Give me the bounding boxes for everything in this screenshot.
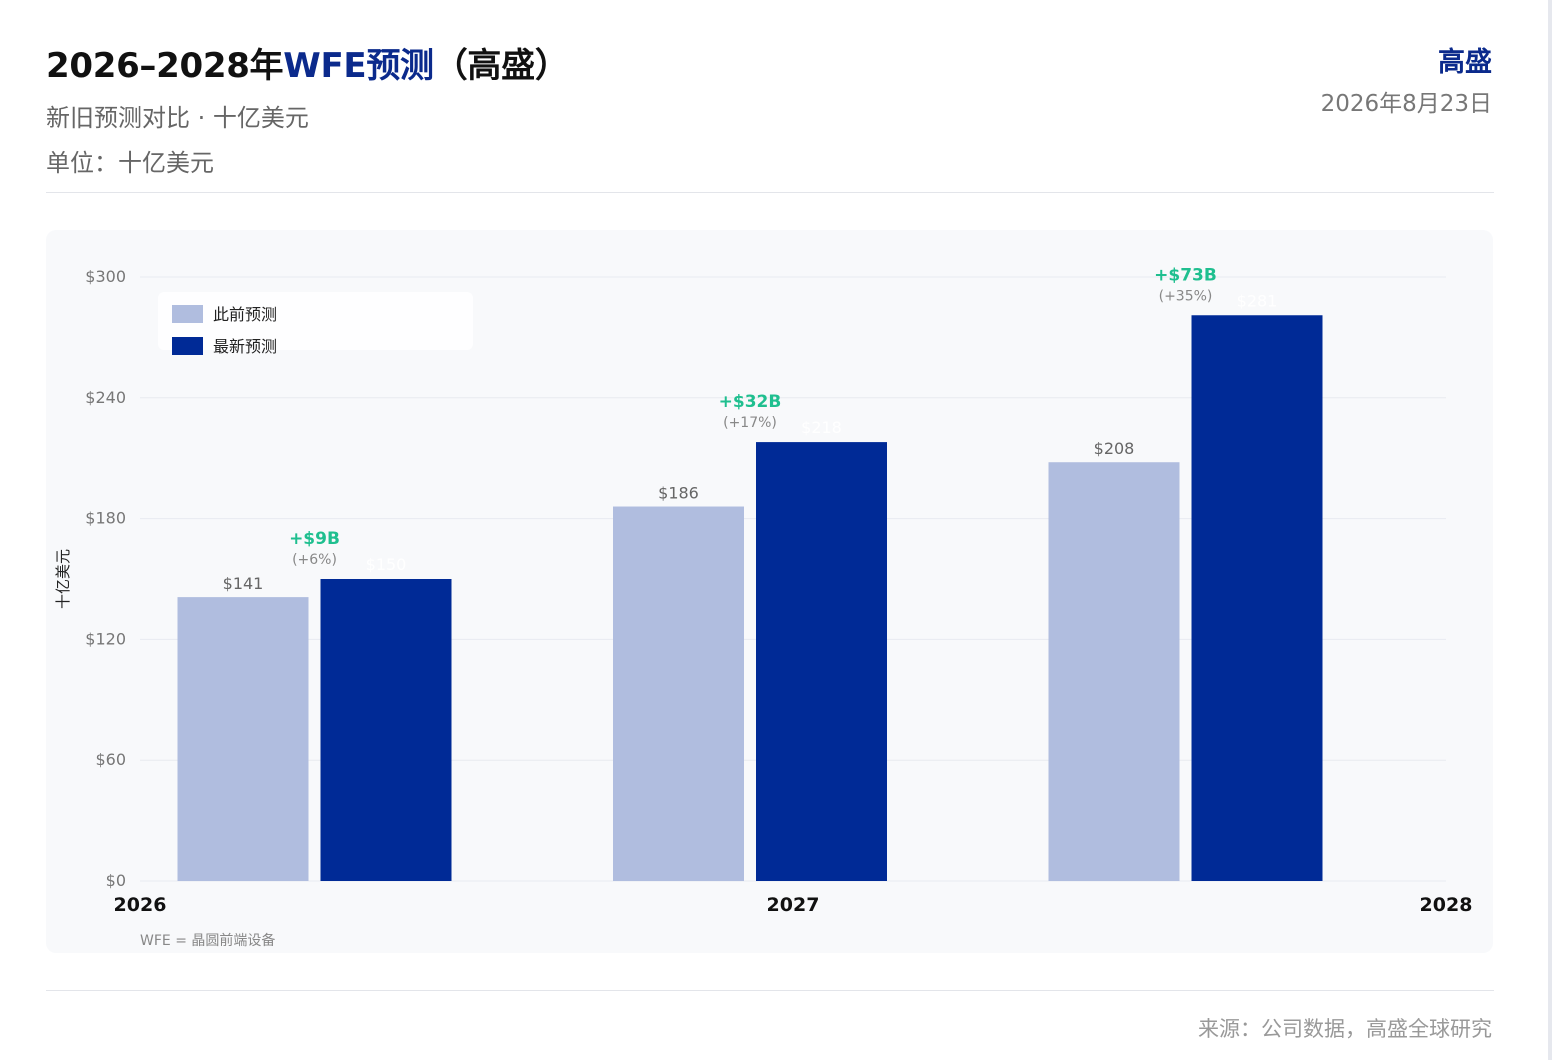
title-years: 2026–2028年 <box>46 46 284 86</box>
y-axis-title: 十亿美元 <box>54 549 72 609</box>
bar-latest <box>756 442 887 881</box>
chart-panel: $0 $60 $120 $180 $240 $300 十亿美元 $141 $150 +$9B (+6… <box>46 230 1493 953</box>
y-tick-label: $120 <box>85 629 126 648</box>
bar-previous-value-label: $141 <box>223 574 264 593</box>
delta-percent-label: (+6%) <box>292 552 337 568</box>
legend-box <box>158 292 473 350</box>
bar-latest <box>1191 315 1323 882</box>
delta-value-label: +$73B <box>1154 265 1217 285</box>
delta-value-label: +$32B <box>719 392 782 412</box>
y-tick-label: $180 <box>85 509 126 528</box>
x-tick-label: 2026 <box>114 894 167 916</box>
bar-previous-value-label: $186 <box>658 484 699 503</box>
header-divider <box>46 192 1494 193</box>
bar-latest <box>320 579 452 881</box>
bar-previous <box>613 506 744 881</box>
bar-previous <box>177 597 309 881</box>
page-title: 2026–2028年WFE预测（高盛） <box>46 38 569 87</box>
y-tick-label: $240 <box>85 388 126 407</box>
unit-label: 单位：十亿美元 <box>46 149 214 177</box>
bar-latest-value-label: $218 <box>801 418 842 437</box>
bar-latest-value-label: $281 <box>1237 291 1278 310</box>
brand-name: 高盛 <box>1438 47 1492 78</box>
source-note: 来源：公司数据，高盛全球研究 <box>1198 1017 1492 1041</box>
title-accent: WFE预测 <box>283 46 434 86</box>
legend-label-latest: 最新预测 <box>213 337 277 356</box>
bar-previous-value-label: $208 <box>1094 439 1135 458</box>
x-tick-label: 2027 <box>767 894 820 916</box>
delta-percent-label: (+17%) <box>723 415 777 431</box>
page-subtitle: 新旧预测对比 · 十亿美元 <box>46 104 309 132</box>
x-tick-label: 2028 <box>1420 894 1473 916</box>
footer-divider <box>46 990 1494 991</box>
legend-swatch-latest <box>172 337 203 355</box>
bar-previous <box>1048 462 1180 881</box>
y-tick-label: $60 <box>95 750 126 769</box>
legend-swatch-previous <box>172 305 203 323</box>
footnote: WFE = 晶圆前端设备 <box>140 932 275 949</box>
window-edge <box>1548 0 1552 1060</box>
delta-percent-label: (+35%) <box>1159 288 1213 304</box>
bar-latest-value-label: $150 <box>366 555 407 574</box>
y-tick-label: $0 <box>106 871 126 890</box>
title-source: （高盛） <box>433 46 569 86</box>
publish-date: 2026年8月23日 <box>1320 91 1492 117</box>
legend-label-previous: 此前预测 <box>213 305 277 324</box>
y-tick-label: $300 <box>85 267 126 286</box>
bar-chart: $0 $60 $120 $180 $240 $300 十亿美元 $141 $150 +$9B (+6… <box>54 265 1473 949</box>
delta-value-label: +$9B <box>289 529 340 549</box>
